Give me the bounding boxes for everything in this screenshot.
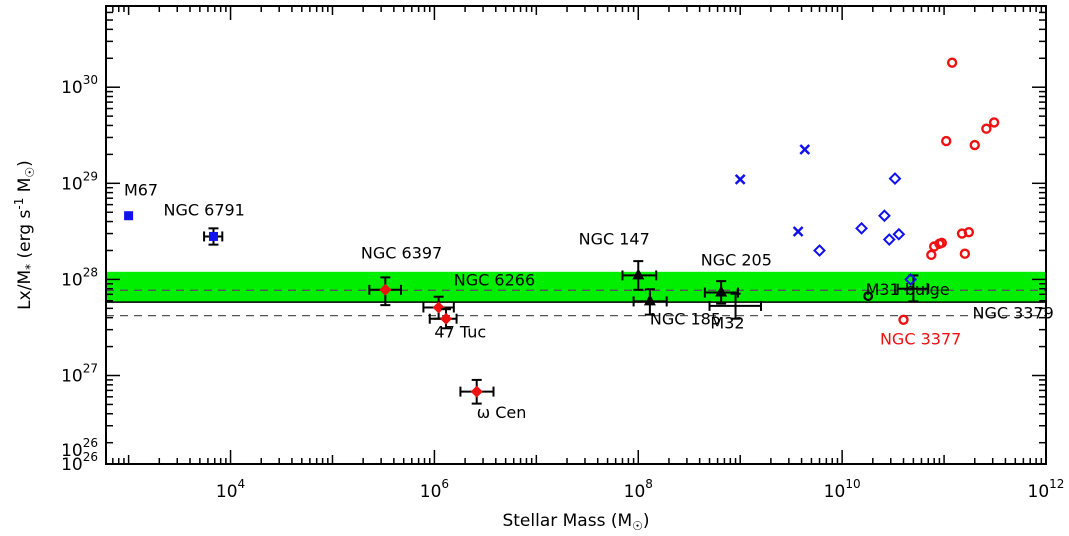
green-band-layer	[106, 271, 1046, 303]
blue-diamond-5	[892, 227, 906, 241]
triangle-marker	[715, 285, 728, 297]
annotation-label: M31 bulge	[866, 280, 950, 299]
annotation-label: NGC 6791	[164, 201, 245, 220]
axis-ticks-layer: 104 106 108 1010 1012 1026 1027 1028 1029 1030 102…	[61, 5, 1065, 502]
plot-frame	[105, 5, 1047, 465]
error-point-3	[422, 295, 455, 320]
diamond-marker	[379, 283, 392, 296]
cross-stroke	[792, 226, 804, 237]
square-marker	[208, 231, 218, 241]
x-tick-label: 104	[216, 477, 245, 502]
x-tick-label: 1012	[1028, 477, 1065, 502]
error-point-8	[703, 280, 739, 305]
annotation-label: NGC 185	[650, 309, 721, 328]
x-tick-label: 108	[624, 477, 653, 502]
y-tick-label: 1026	[61, 436, 98, 461]
error-point-5	[459, 378, 495, 405]
annotations-layer: M67 NGC 6791 NGC 6397 NGC 6266 47 Tuc ω Cen NG…	[124, 180, 1054, 422]
blue-cross-2	[792, 226, 804, 237]
y-tick-label: 1026	[61, 450, 98, 475]
blue-cross-1	[799, 144, 811, 155]
points-layer	[124, 57, 1000, 405]
red-circle-6	[946, 57, 958, 68]
blue-diamond-2	[878, 209, 891, 223]
x-axis-label: Stellar Mass (M☉)	[502, 511, 649, 533]
reference-lines-layer	[106, 289, 1046, 317]
red-circle-5	[941, 135, 952, 147]
green-band	[106, 271, 1046, 303]
annotation-label: ω Cen	[477, 403, 527, 422]
annotation-label: NGC 6266	[454, 271, 535, 290]
annotation-label: NGC 205	[701, 250, 772, 269]
y-tick-label: 1028	[61, 265, 98, 290]
square-marker	[124, 211, 134, 221]
triangle-marker	[632, 268, 645, 280]
annotation-label: M32	[710, 313, 744, 332]
error-point-6	[621, 260, 658, 291]
blue-diamond-0	[813, 244, 826, 257]
red-circle-1	[926, 249, 937, 261]
blue-diamond-4	[888, 172, 902, 185]
blue-cross-0	[734, 173, 746, 185]
annotation-label: NGC 3377	[880, 330, 961, 349]
m31-bulge-marker	[863, 291, 874, 302]
red-circle-8	[959, 248, 971, 259]
blue-diamond-3	[882, 233, 896, 246]
red-circle-9	[963, 226, 975, 238]
y-tick-label: 1030	[61, 73, 98, 98]
cross-stroke	[734, 173, 746, 185]
red-circle-10	[969, 139, 980, 151]
diamond-marker	[432, 301, 445, 314]
error-point-0	[124, 211, 134, 221]
cross-stroke	[799, 144, 811, 155]
y-axis-label: Lx/M* (erg s-1 M☉)	[12, 160, 37, 310]
x-tick-label: 1010	[824, 477, 861, 502]
error-point-2	[368, 276, 402, 307]
annotation-label: NGC 147	[579, 230, 650, 249]
error-point-7	[632, 288, 668, 316]
diamond-marker	[470, 385, 483, 398]
x-tick-label: 106	[420, 477, 449, 502]
annotation-label: NGC 3379	[972, 304, 1053, 323]
blue-diamond-6	[904, 272, 918, 286]
red-circle-0	[898, 314, 909, 325]
error-point-4	[428, 308, 458, 330]
sun-symbol-icon: ☉	[632, 519, 643, 533]
sun-symbol-icon: ☉	[23, 167, 37, 178]
diamond-marker	[440, 312, 453, 325]
annotation-label: 47 Tuc	[434, 322, 486, 341]
red-circle-4	[936, 237, 947, 249]
error-point-9	[708, 292, 763, 320]
red-circle-12	[988, 117, 1000, 128]
y-tick-label: 1027	[61, 362, 98, 387]
blue-diamond-1	[855, 221, 868, 235]
annotation-label: M67	[124, 180, 158, 199]
y-tick-label: 1029	[61, 169, 98, 194]
error-point-1	[203, 227, 224, 246]
triangle-marker	[643, 294, 656, 306]
red-circle-11	[981, 123, 992, 134]
annotation-label: NGC 6397	[361, 244, 442, 263]
